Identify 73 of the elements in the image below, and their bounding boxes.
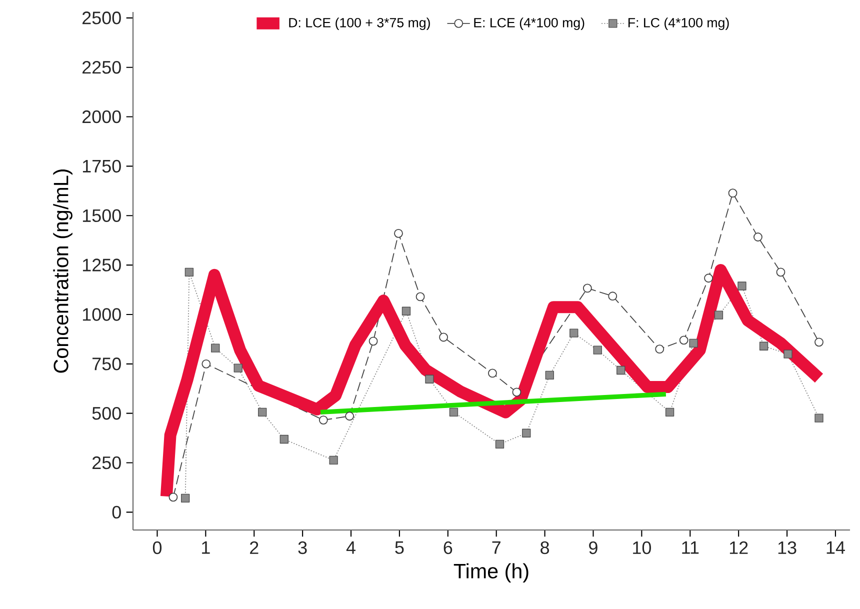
point <box>329 456 338 465</box>
x-tick-label: 7 <box>492 541 500 554</box>
x-tick-label: 11 <box>682 541 699 554</box>
x-tick-label: 14 <box>826 541 845 554</box>
point <box>168 492 178 502</box>
x-tick-label: 4 <box>346 541 356 554</box>
x-tick-label: 13 <box>778 541 796 554</box>
point <box>738 282 746 290</box>
x-tick-label: 3 <box>298 541 307 554</box>
point <box>368 336 378 346</box>
point <box>689 338 698 348</box>
y-tick-label: 1000 <box>82 308 121 321</box>
point <box>318 416 328 425</box>
x-tick-label: 9 <box>589 541 598 554</box>
point <box>776 268 786 277</box>
y-tick-label: 1250 <box>82 258 121 272</box>
x-tick-label: 12 <box>730 541 748 554</box>
point <box>608 292 618 301</box>
point <box>512 388 522 397</box>
point <box>345 412 354 421</box>
y-tick-label: 500 <box>92 406 121 420</box>
point <box>202 359 211 368</box>
point <box>180 494 190 502</box>
point <box>704 274 714 283</box>
x-axis-title: Time (h) <box>454 563 528 583</box>
point <box>402 306 411 316</box>
point <box>234 364 242 372</box>
y-tick-label: 2000 <box>82 110 121 124</box>
point <box>449 408 458 416</box>
point <box>439 332 448 342</box>
point <box>759 342 768 350</box>
point <box>616 366 626 375</box>
point <box>258 408 267 416</box>
legend-label: D: LCE (100 + 3*75 mg) <box>289 18 430 30</box>
point <box>655 344 664 354</box>
x-tick-label: 2 <box>250 541 258 554</box>
point <box>522 428 531 438</box>
point <box>814 338 824 347</box>
point <box>665 408 674 416</box>
x-tick-label: 0 <box>152 541 162 554</box>
point <box>416 292 425 302</box>
y-tick-label: 1750 <box>82 160 121 173</box>
point <box>582 284 592 293</box>
legend-label: E: LCE (4*100 mg) <box>474 18 584 30</box>
point <box>570 328 578 338</box>
point <box>784 350 792 358</box>
point <box>211 344 220 352</box>
point <box>280 434 288 444</box>
point <box>753 232 762 242</box>
point <box>814 414 824 422</box>
y-tick-label: 2250 <box>82 60 121 74</box>
y-tick-label: 0 <box>112 506 121 519</box>
x-tick-label: 1 <box>202 541 210 554</box>
point <box>714 310 724 320</box>
point <box>425 374 434 384</box>
legend-label: F: LC (4*100 mg) <box>628 18 729 30</box>
point <box>394 228 403 238</box>
y-axis-title: Concentration (ng/mL) <box>53 170 72 373</box>
x-tick-label: 5 <box>395 541 404 554</box>
y-tick-label: 2500 <box>82 12 121 24</box>
point <box>184 268 194 277</box>
y-tick-label: 250 <box>92 456 121 470</box>
x-tick-label: 6 <box>444 541 452 554</box>
y-tick-label: 1500 <box>82 209 121 222</box>
point <box>488 368 497 378</box>
point <box>679 336 688 345</box>
point <box>495 440 504 449</box>
x-tick-label: 10 <box>633 541 651 554</box>
point <box>728 188 738 198</box>
point <box>593 346 602 354</box>
point <box>545 370 554 380</box>
y-tick-label: 750 <box>92 358 121 370</box>
x-tick-label: 8 <box>540 541 550 554</box>
